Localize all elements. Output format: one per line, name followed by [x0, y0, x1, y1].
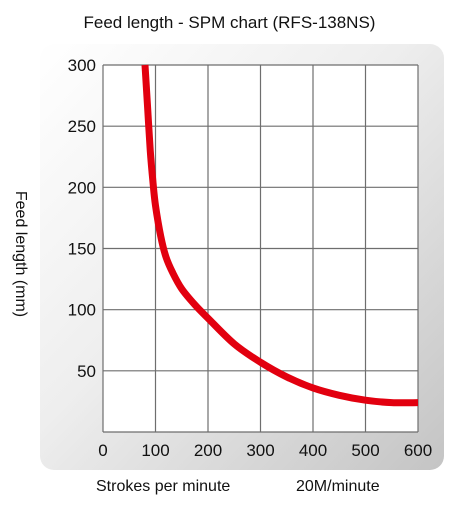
x-axis-label: Strokes per minute: [96, 478, 231, 495]
y-tick-label: 300: [68, 56, 96, 75]
y-tick-label: 100: [68, 301, 96, 320]
y-tick-label: 250: [68, 117, 96, 136]
series-layer: [141, 64, 419, 407]
y-tick-label: 50: [77, 362, 96, 381]
x-tick-label: 400: [299, 441, 327, 460]
y-tick-label: 200: [68, 178, 96, 197]
x-axis-unit-note: 20M/minute: [296, 478, 380, 495]
y-axis-label: Feed length (mm): [12, 190, 29, 318]
x-axis-ticks: 0 100 200 300 400 500 600: [98, 441, 432, 460]
x-tick-label: 500: [351, 441, 379, 460]
chart-title: Feed length - SPM chart (RFS-138NS): [83, 13, 376, 32]
x-tick-label: 200: [194, 441, 222, 460]
x-tick-label: 100: [141, 441, 169, 460]
y-axis-ticks: 50 100 150 200 250 300: [68, 56, 96, 381]
series-line-0: [141, 64, 419, 407]
x-tick-label: 300: [246, 441, 274, 460]
grid-lines: [102, 64, 419, 433]
x-tick-label: 600: [404, 441, 432, 460]
y-tick-label: 150: [68, 240, 96, 259]
x-tick-label: 0: [98, 441, 107, 460]
